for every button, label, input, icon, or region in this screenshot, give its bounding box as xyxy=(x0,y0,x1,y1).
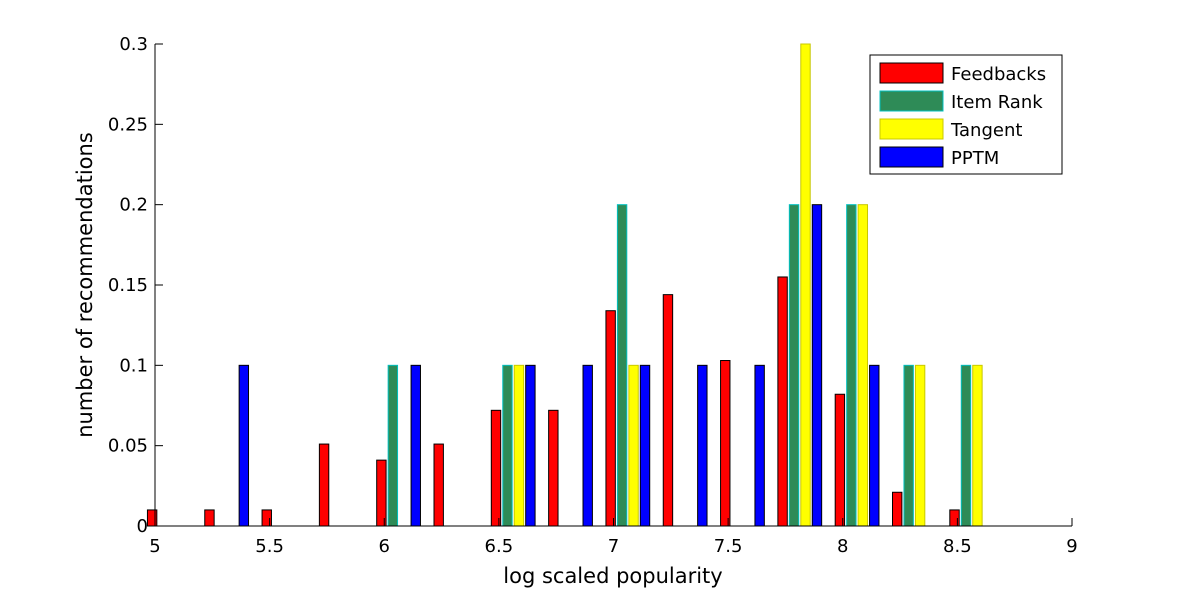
bar-feedbacks xyxy=(835,394,844,526)
bar-feedbacks xyxy=(319,444,328,526)
bar-feedbacks xyxy=(893,492,902,526)
bar-pptm xyxy=(411,365,420,526)
bar-item-rank xyxy=(789,205,798,526)
y-tick-label: 0.2 xyxy=(119,195,148,216)
x-tick-label: 5 xyxy=(149,536,160,557)
legend: Feedbacks Item Rank Tangent PPTM xyxy=(870,55,1062,174)
legend-label: Tangent xyxy=(950,120,1022,141)
bar-item-rank xyxy=(961,365,970,526)
bar-pptm xyxy=(526,365,535,526)
bar-pptm xyxy=(698,365,707,526)
y-tick-label: 0.05 xyxy=(108,436,148,457)
bar-pptm xyxy=(583,365,592,526)
x-tick-label: 6.5 xyxy=(485,536,514,557)
y-axis-label: number of recommendations xyxy=(73,132,97,438)
bar-feedbacks xyxy=(663,295,672,526)
bar-item-rank xyxy=(617,205,626,526)
bar-item-rank xyxy=(904,365,913,526)
legend-swatch xyxy=(880,119,943,139)
bar-item-rank xyxy=(503,365,512,526)
bar-feedbacks xyxy=(778,277,787,526)
bar-tangent xyxy=(915,365,924,526)
legend-swatch xyxy=(880,91,943,111)
bar-feedbacks xyxy=(721,361,730,526)
legend-label: Feedbacks xyxy=(951,64,1046,85)
x-tick-label: 6 xyxy=(379,536,390,557)
y-tick-label: 0 xyxy=(137,516,148,537)
bar-pptm xyxy=(870,365,879,526)
legend-label: Item Rank xyxy=(951,92,1043,113)
bar-tangent xyxy=(801,44,810,526)
x-axis-label: log scaled popularity xyxy=(503,564,722,588)
bar-feedbacks xyxy=(549,410,558,526)
bar-tangent xyxy=(858,205,867,526)
bar-item-rank xyxy=(847,205,856,526)
bar-pptm xyxy=(239,365,248,526)
x-tick-label: 8 xyxy=(837,536,848,557)
x-tick-label: 8.5 xyxy=(943,536,972,557)
y-tick-label: 0.3 xyxy=(119,34,148,55)
legend-swatch xyxy=(880,147,943,167)
bar-item-rank xyxy=(388,365,397,526)
legend-label: PPTM xyxy=(951,148,999,169)
bar-feedbacks xyxy=(434,444,443,526)
x-tick-label: 9 xyxy=(1066,536,1077,557)
bar-pptm xyxy=(640,365,649,526)
bar-feedbacks xyxy=(491,410,500,526)
y-tick-label: 0.1 xyxy=(119,355,148,376)
bar-tangent xyxy=(973,365,982,526)
bar-pptm xyxy=(755,365,764,526)
x-tick-label: 5.5 xyxy=(255,536,284,557)
bar-tangent xyxy=(514,365,523,526)
x-tick-label: 7.5 xyxy=(714,536,743,557)
legend-swatch xyxy=(880,63,943,83)
y-tick-label: 0.25 xyxy=(108,114,148,135)
bar-tangent xyxy=(629,365,638,526)
bar-pptm xyxy=(812,205,821,526)
bar-feedbacks xyxy=(205,510,214,526)
bar-feedbacks xyxy=(606,311,615,526)
y-tick-label: 0.15 xyxy=(108,275,148,296)
x-tick-label: 7 xyxy=(608,536,619,557)
bar-feedbacks xyxy=(377,460,386,526)
